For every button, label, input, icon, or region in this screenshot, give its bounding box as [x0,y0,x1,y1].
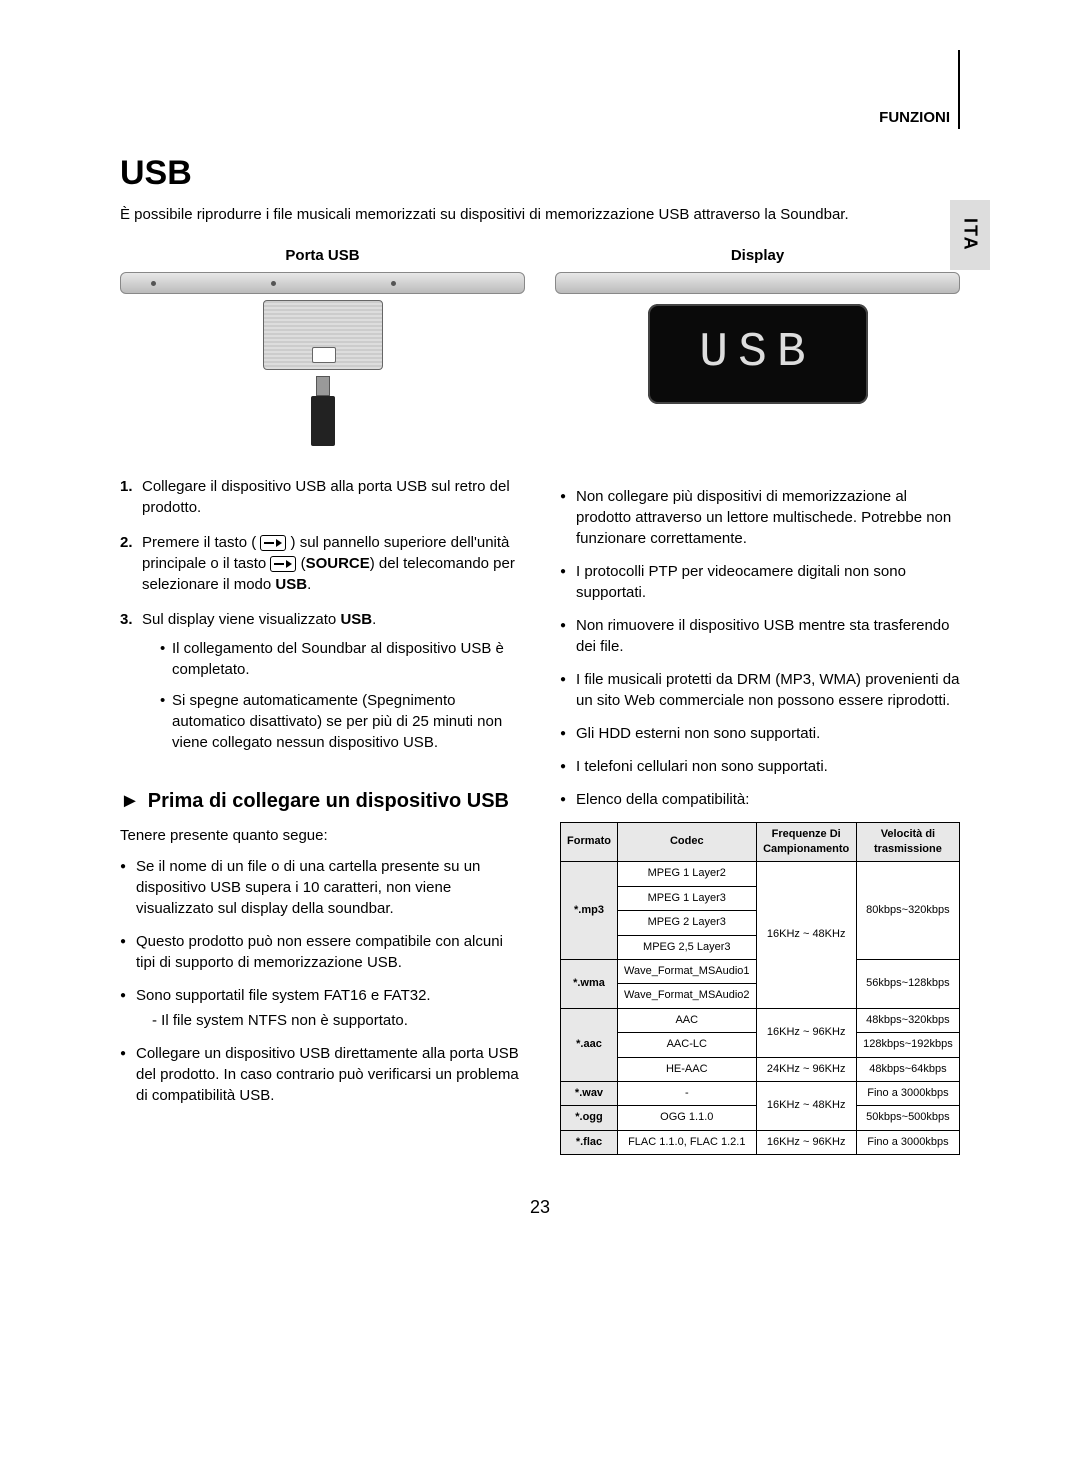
rate-cell: 50kbps~500kbps [856,1106,959,1130]
rate-cell: Fino a 3000kbps [856,1081,959,1105]
figure-label-right: Display [555,245,960,266]
right-bullet-3: Non rimuovere il dispositivo USB mentre … [560,615,960,657]
arrow-icon: ► [120,787,140,815]
codec-cell: MPEG 1 Layer2 [618,862,757,886]
freq-cell: 24KHz ~ 96KHz [756,1057,856,1081]
source-icon [270,556,296,572]
th-format: Formato [561,822,618,862]
subheading-text: Prima di collegare un dispositivo USB [148,787,509,815]
rate-cell: 80kbps~320kbps [856,862,959,960]
fmt-aac: *.aac [561,1008,618,1081]
step-1-num: 1. [120,476,142,518]
rate-cell: 48kbps~64kbps [856,1057,959,1081]
language-tab-label: ITA [957,218,982,252]
figure-label-left: Porta USB [120,245,525,266]
right-bullet-2: I protocolli PTP per videocamere digital… [560,561,960,603]
source-icon [260,535,286,551]
codec-cell: AAC [618,1008,757,1032]
step-3-sub-2: Si spegne automaticamente (Spegnimento a… [160,690,520,753]
fmt-mp3: *.mp3 [561,862,618,960]
soundbar-illustration [120,272,525,294]
rate-cell: 48kbps~320kbps [856,1008,959,1032]
compatibility-table: Formato Codec Frequenze Di Campionamento… [560,822,960,1155]
step-3: 3. Sul display viene visualizzato USB. I… [120,609,520,763]
fmt-flac: *.flac [561,1130,618,1154]
figure-display: Display USB [555,245,960,446]
right-bullet-5: Gli HDD esterni non sono supportati. [560,723,960,744]
step-3-body: Sul display viene visualizzato USB. Il c… [142,609,520,763]
codec-cell: MPEG 2 Layer3 [618,911,757,935]
right-bullet-6: I telefoni cellulari non sono supportati… [560,756,960,777]
fmt-wav: *.wav [561,1081,618,1105]
usb-diagram [120,300,525,446]
subheading: ► Prima di collegare un dispositivo USB [120,787,520,815]
intro-text: È possibile riprodurre i file musicali m… [120,204,960,225]
fmt-wma: *.wma [561,959,618,1008]
freq-cell: 16KHz ~ 96KHz [756,1130,856,1154]
step-2-text: Premere il tasto ( ) sul pannello superi… [142,532,520,595]
right-bullet-4: I file musicali protetti da DRM (MP3, WM… [560,669,960,711]
page-number: 23 [120,1195,960,1220]
step-1: 1. Collegare il dispositivo USB alla por… [120,476,520,518]
right-bullet-1: Non collegare più dispositivi di memoriz… [560,486,960,549]
codec-cell: FLAC 1.1.0, FLAC 1.2.1 [618,1130,757,1154]
step-3-num: 3. [120,609,142,763]
step-3-sub-1: Il collegamento del Soundbar al disposit… [160,638,520,680]
codec-cell: MPEG 1 Layer3 [618,886,757,910]
th-codec: Codec [618,822,757,862]
left-bullet-2: Questo prodotto può non essere compatibi… [120,931,520,973]
language-tab: ITA [950,200,990,270]
section-header: FUNZIONI [879,110,960,129]
codec-cell: MPEG 2,5 Layer3 [618,935,757,959]
codec-cell: - [618,1081,757,1105]
rate-cell: Fino a 3000kbps [856,1130,959,1154]
display-screen: USB [648,304,868,404]
step-1-text: Collegare il dispositivo USB alla porta … [142,476,520,518]
figure-usb-port: Porta USB [120,245,525,446]
codec-cell: Wave_Format_MSAudio1 [618,959,757,983]
codec-cell: HE-AAC [618,1057,757,1081]
codec-cell: OGG 1.1.0 [618,1106,757,1130]
th-rate: Velocità di trasmissione [856,822,959,862]
rate-cell: 56kbps~128kbps [856,959,959,1008]
right-column: Non collegare più dispositivi di memoriz… [560,476,960,1155]
freq-cell: 16KHz ~ 48KHz [756,862,856,1008]
figures-row: Porta USB Display USB [120,245,960,446]
codec-cell: Wave_Format_MSAudio2 [618,984,757,1008]
page-title: USB [120,150,960,198]
th-freq: Frequenze Di Campionamento [756,822,856,862]
step-2: 2. Premere il tasto ( ) sul pannello sup… [120,532,520,595]
freq-cell: 16KHz ~ 48KHz [756,1081,856,1130]
preface-text: Tenere presente quanto segue: [120,825,520,846]
rate-cell: 128kbps~192kbps [856,1033,959,1057]
freq-cell: 16KHz ~ 96KHz [756,1008,856,1057]
right-bullet-7: Elenco della compatibilità: [560,789,960,810]
left-bullet-1: Se il nome di un file o di una cartella … [120,856,520,919]
fmt-ogg: *.ogg [561,1106,618,1130]
codec-cell: AAC-LC [618,1033,757,1057]
left-bullet-4: Collegare un dispositivo USB direttament… [120,1043,520,1106]
step-2-num: 2. [120,532,142,595]
left-bullet-3-sub: - Il file system NTFS non è supportato. [136,1010,520,1031]
soundbar-illustration-2 [555,272,960,294]
left-column: 1. Collegare il dispositivo USB alla por… [120,476,520,1155]
left-bullet-3: Sono supportatil file system FAT16 e FAT… [120,985,520,1031]
